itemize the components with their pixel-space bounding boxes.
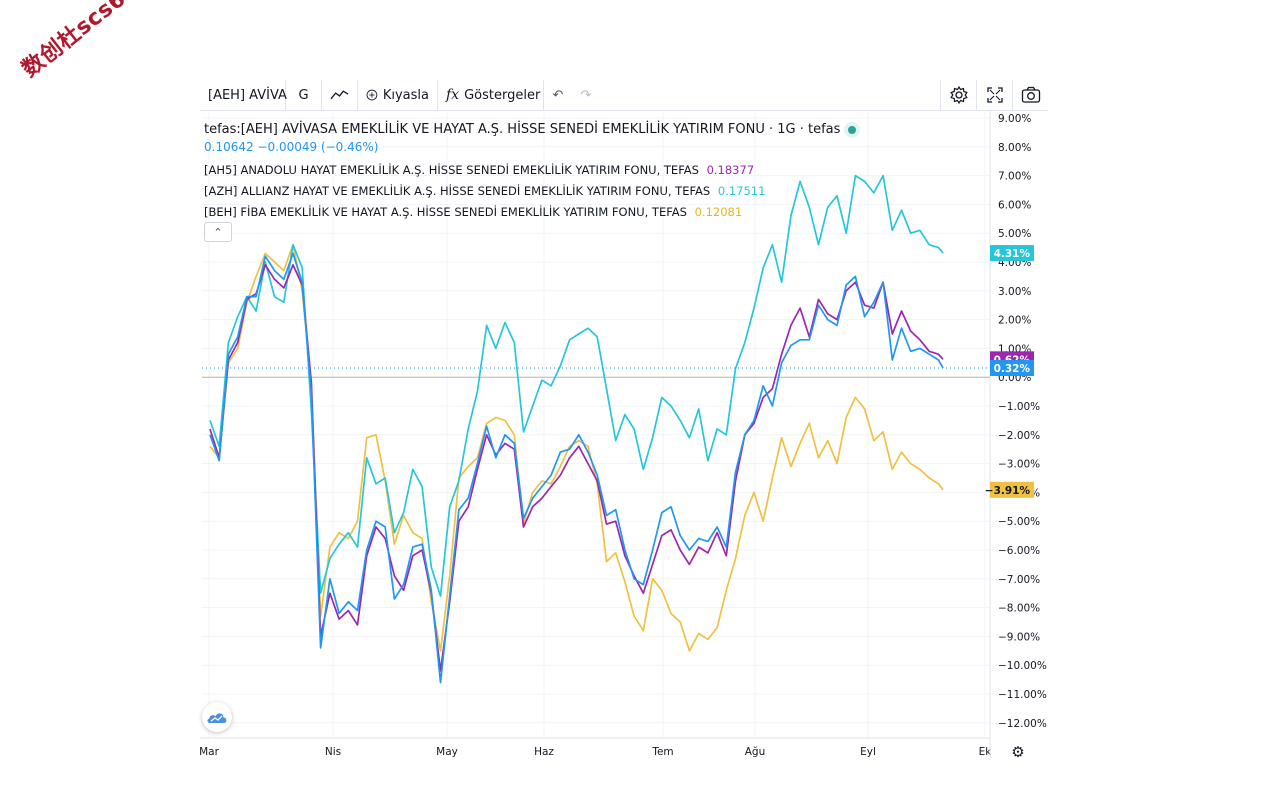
redo-icon: ↷ xyxy=(580,87,592,103)
y-tick-label: −3.00% xyxy=(998,459,1040,471)
chart-widget: [AEH] AVİVA G Kıyasla fx Göstergeler ↶ ↷ xyxy=(200,80,1048,760)
fullscreen-icon xyxy=(986,87,1003,103)
logo-button[interactable] xyxy=(202,702,232,732)
legend-row-label: [AZH] ALLIANZ HAYAT VE EMEKLİLİK A.Ş. Hİ… xyxy=(204,184,711,198)
interval-button[interactable]: G xyxy=(286,80,322,110)
legend-collapse-button[interactable]: ⌃ xyxy=(204,222,232,242)
legend-row-beh: [BEH] FİBA EMEKLİLİK VE HAYAT A.Ş. HİSSE… xyxy=(204,202,856,223)
y-tick-label: −11.00% xyxy=(998,689,1047,701)
indicators-label: Göstergeler xyxy=(464,87,541,103)
series-line-beh xyxy=(209,243,944,652)
y-tick-label: 3.00% xyxy=(998,286,1031,298)
fx-icon: fx xyxy=(446,87,460,103)
y-tick-label: 6.00% xyxy=(998,199,1031,211)
tradingview-cloud-icon xyxy=(207,713,227,723)
fullscreen-button[interactable] xyxy=(976,80,1012,110)
legend-row-value: 0.17511 xyxy=(717,184,766,198)
x-tick-label: Ek xyxy=(979,746,993,758)
symbol-label: [AEH] AVİVA xyxy=(208,87,287,103)
y-tick-label: −12.00% xyxy=(998,718,1047,730)
line-chart-icon xyxy=(330,90,349,100)
series-line-ah5 xyxy=(209,264,944,672)
x-tick-label: Tem xyxy=(651,746,673,758)
price-badge-label: 4.31% xyxy=(994,248,1031,260)
x-tick-label: Ağu xyxy=(745,746,766,758)
chart-type-button[interactable] xyxy=(322,80,358,110)
settings-button[interactable] xyxy=(940,80,976,110)
y-tick-label: 5.00% xyxy=(998,228,1031,240)
y-tick-label: 2.00% xyxy=(998,315,1031,327)
compare-button[interactable]: Kıyasla xyxy=(358,80,438,110)
camera-icon xyxy=(1021,86,1040,103)
y-tick-label: 8.00% xyxy=(998,142,1031,154)
y-tick-label: −1.00% xyxy=(998,401,1040,413)
legend-row-label: [BEH] FİBA EMEKLİLİK VE HAYAT A.Ş. HİSSE… xyxy=(204,205,687,219)
chart-area[interactable]: 9.00%8.00%7.00%6.00%5.00%4.00%3.00%2.00%… xyxy=(200,110,1048,760)
y-tick-label: 7.00% xyxy=(998,171,1031,183)
y-tick-label: −10.00% xyxy=(998,660,1047,672)
legend-row-value: 0.12081 xyxy=(694,205,743,219)
y-tick-label: −6.00% xyxy=(998,545,1040,557)
y-tick-label: −8.00% xyxy=(998,603,1040,615)
series-line-aeh xyxy=(209,252,944,684)
price-badge-azh xyxy=(990,245,1034,262)
price-badge-beh xyxy=(990,481,1034,498)
plus-circle-icon xyxy=(366,89,378,101)
watermark: 数创杜scs66 xyxy=(17,0,144,83)
gear-icon xyxy=(949,85,968,105)
price-badge-label: −3.91% xyxy=(985,485,1031,497)
y-tick-label: −5.00% xyxy=(998,516,1040,528)
symbol-search[interactable]: [AEH] AVİVA xyxy=(200,80,287,110)
snapshot-button[interactable] xyxy=(1012,80,1048,110)
legend-main-value: 0.10642 −0.00049 (−0.46%) xyxy=(204,140,379,154)
chevron-up-icon: ⌃ xyxy=(213,225,223,239)
x-tick-label: Nis xyxy=(325,746,341,758)
y-tick-label: −7.00% xyxy=(998,574,1040,586)
y-tick-label: −9.00% xyxy=(998,631,1040,643)
indicators-button[interactable]: fx Göstergeler xyxy=(438,80,544,110)
market-status-dot xyxy=(848,125,857,134)
x-tick-label: Haz xyxy=(534,746,554,758)
x-tick-label: Eyl xyxy=(860,746,876,758)
undo-icon: ↶ xyxy=(552,87,564,103)
legend-row-value: 0.18377 xyxy=(706,163,755,177)
legend-row-ah5: [AH5] ANADOLU HAYAT EMEKLİLİK A.Ş. HİSSE… xyxy=(204,160,856,181)
legend-row-label: [AH5] ANADOLU HAYAT EMEKLİLİK A.Ş. HİSSE… xyxy=(204,163,699,177)
x-tick-label: Mar xyxy=(200,746,220,758)
price-badge-aeh xyxy=(990,359,1034,376)
y-tick-label: 9.00% xyxy=(998,113,1031,125)
legend-main-row: tefas:[AEH] AVİVASA EMEKLİLİK VE HAYAT A… xyxy=(204,120,857,140)
legend-row-azh: [AZH] ALLIANZ HAYAT VE EMEKLİLİK A.Ş. Hİ… xyxy=(204,181,856,202)
legend-main-title: tefas:[AEH] AVİVASA EMEKLİLİK VE HAYAT A… xyxy=(204,122,841,137)
x-tick-label: May xyxy=(436,746,458,758)
toolbar: [AEH] AVİVA G Kıyasla fx Göstergeler ↶ ↷ xyxy=(200,80,1048,111)
undo-button[interactable]: ↶ xyxy=(544,80,572,110)
interval-label: G xyxy=(298,87,309,103)
price-badge-label: 0.32% xyxy=(994,363,1031,375)
redo-button[interactable]: ↷ xyxy=(572,80,600,110)
legend: tefas:[AEH] AVİVASA EMEKLİLİK VE HAYAT A… xyxy=(204,120,857,223)
series-line-azh xyxy=(209,174,944,597)
compare-label: Kıyasla xyxy=(382,87,429,103)
gear-icon[interactable]: ⚙ xyxy=(1011,743,1024,760)
toolbar-right xyxy=(940,80,1048,110)
y-tick-label: −2.00% xyxy=(998,430,1040,442)
